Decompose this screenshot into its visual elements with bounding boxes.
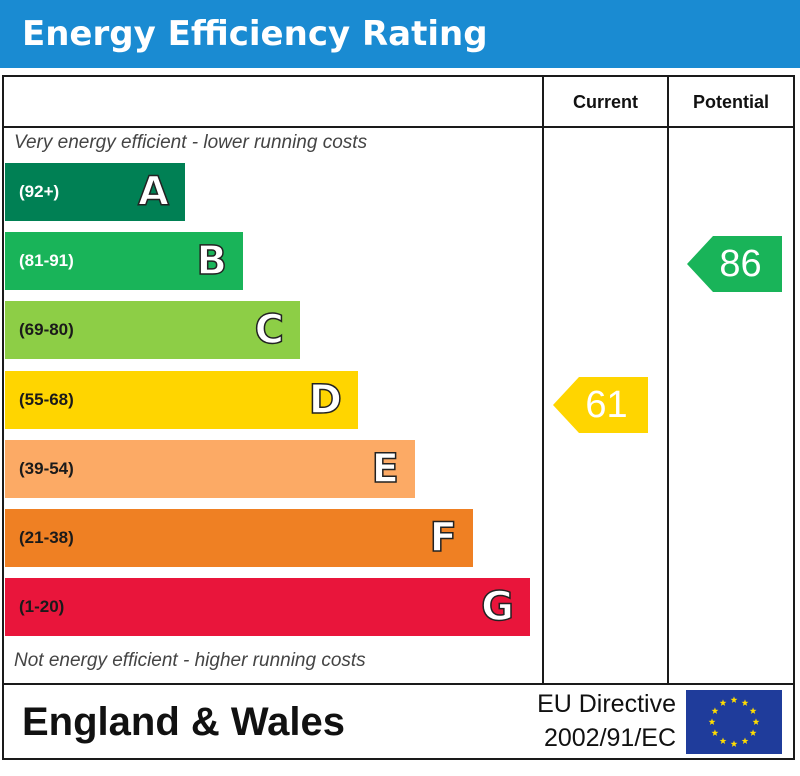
chart-title: Energy Efficiency Rating (22, 14, 488, 54)
band-c-letter: C (254, 306, 285, 354)
footer-divider (2, 683, 795, 685)
eu-star (719, 699, 727, 706)
header-divider (2, 126, 795, 128)
eu-star (749, 707, 757, 714)
eu-directive-line2: 2002/91/EC (543, 724, 676, 752)
eu-star (719, 737, 727, 744)
eu-star (741, 737, 749, 744)
band-e: (39-54) E (5, 440, 415, 498)
band-a-letter: A (137, 168, 169, 216)
band-d-letter: D (308, 376, 343, 424)
band-a-range: (92+) (19, 182, 60, 201)
band-c: (69-80) C (5, 301, 300, 359)
current-arrow-shape (553, 377, 648, 433)
band-g-range: (1-20) (19, 597, 65, 616)
eu-stars-icon (708, 696, 760, 747)
band-e-letter: E (371, 445, 400, 493)
potential-column-header: Potential (692, 92, 769, 112)
current-rating-arrow: 61 (553, 377, 648, 433)
band-e-range: (39-54) (19, 459, 74, 478)
eu-star (749, 729, 757, 736)
eu-flag-icon (686, 690, 782, 754)
band-a: (92+) A (5, 163, 185, 221)
band-g: (1-20) G (5, 578, 530, 636)
eu-star (711, 729, 719, 736)
potential-rating-arrow: 86 (687, 236, 782, 292)
band-c-range: (69-80) (19, 320, 74, 339)
band-f-letter: F (429, 514, 458, 562)
eu-star (752, 718, 760, 725)
eu-star (730, 696, 738, 703)
title-bar: Energy Efficiency Rating (0, 0, 800, 68)
band-f: (21-38) F (5, 509, 473, 567)
band-b-range: (81-91) (19, 251, 74, 270)
band-b: (81-91) B (5, 232, 243, 290)
band-g-letter: G (480, 583, 514, 631)
band-b-letter: B (196, 237, 228, 285)
current-column-divider (542, 75, 544, 685)
eu-star (730, 740, 738, 747)
band-d-range: (55-68) (19, 390, 74, 409)
potential-rating-value: 86 (719, 243, 762, 285)
potential-column-divider (667, 75, 669, 685)
eu-directive-line1: EU Directive (537, 690, 676, 718)
current-column-header: Current (572, 92, 638, 112)
country-label: England & Wales (22, 700, 346, 744)
bottom-note: Not energy efficient - higher running co… (14, 650, 366, 671)
band-d: (55-68) D (5, 371, 358, 429)
eu-star (708, 718, 716, 725)
band-f-range: (21-38) (19, 528, 74, 547)
potential-arrow-shape (687, 236, 782, 292)
rating-frame (2, 75, 795, 760)
current-rating-value: 61 (585, 384, 628, 426)
eu-star (741, 699, 749, 706)
eu-star (711, 707, 719, 714)
top-note: Very energy efficient - lower running co… (14, 132, 368, 153)
